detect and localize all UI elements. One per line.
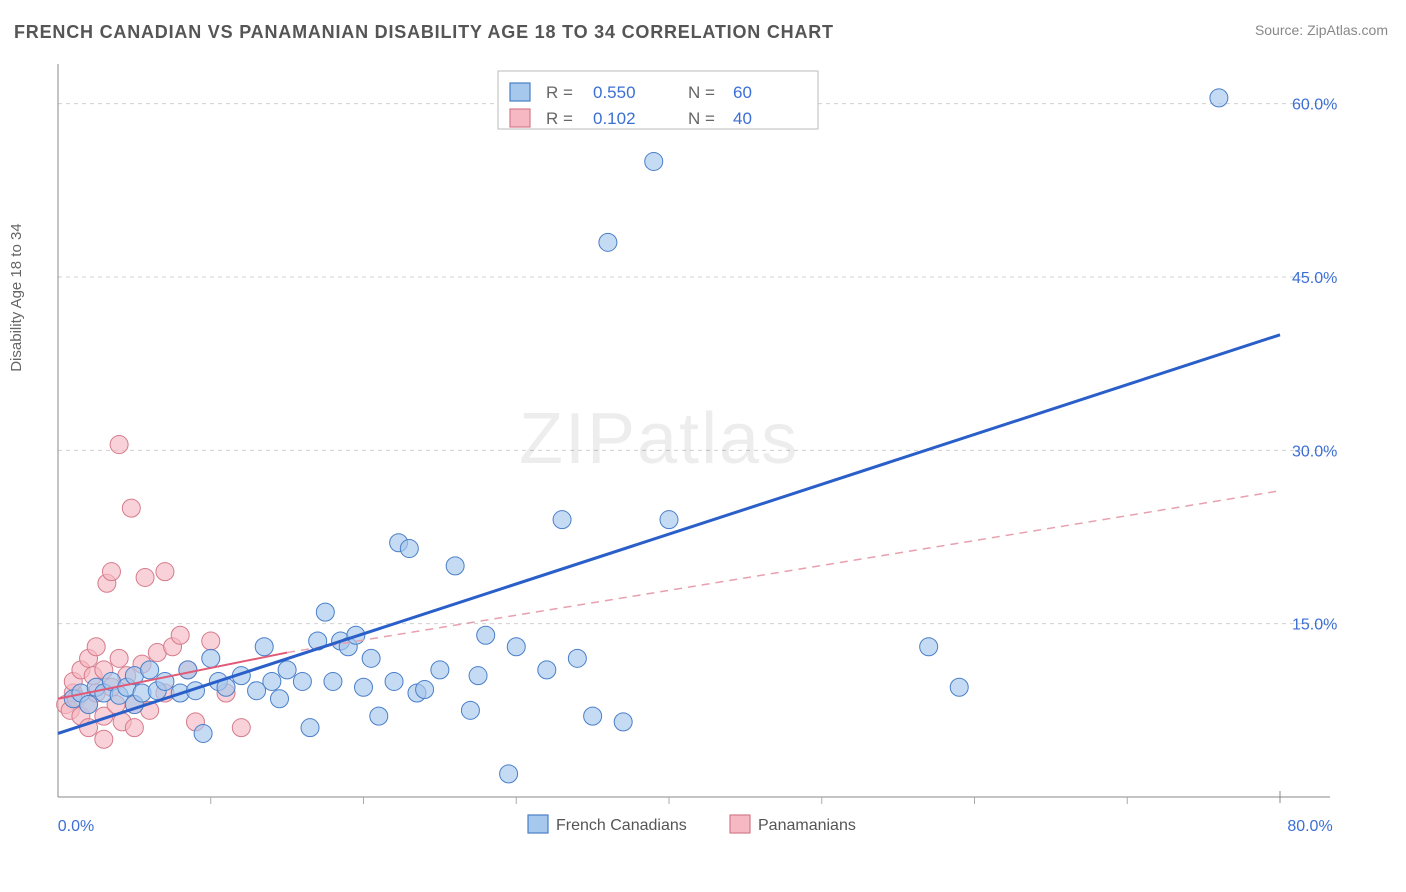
- data-point-pink: [202, 632, 220, 650]
- data-point-pink: [232, 719, 250, 737]
- legend-series: French Canadians Panamanians: [528, 815, 856, 834]
- legend-swatch: [730, 815, 750, 833]
- data-point-blue: [538, 661, 556, 679]
- y-tick-label: 60.0%: [1292, 97, 1337, 114]
- data-point-blue: [446, 557, 464, 575]
- data-point-blue: [507, 638, 525, 656]
- data-point-blue: [553, 511, 571, 529]
- legend-n-value: 40: [733, 109, 752, 128]
- data-point-pink: [156, 563, 174, 581]
- data-point-blue: [1210, 89, 1228, 107]
- data-point-pink: [95, 730, 113, 748]
- data-point-blue: [416, 681, 434, 699]
- legend-r-value: 0.102: [593, 109, 636, 128]
- data-point-blue: [469, 667, 487, 685]
- y-tick-label: 30.0%: [1292, 443, 1337, 460]
- legend-n-value: 60: [733, 83, 752, 102]
- legend-r-value: 0.550: [593, 83, 636, 102]
- data-point-blue: [362, 649, 380, 667]
- data-point-blue: [293, 672, 311, 690]
- data-point-pink: [110, 436, 128, 454]
- data-point-blue: [355, 678, 373, 696]
- y-tick-label: 15.0%: [1292, 617, 1337, 634]
- data-point-blue: [920, 638, 938, 656]
- trend-line-blue: [58, 335, 1280, 734]
- data-point-blue: [324, 672, 342, 690]
- legend-r-label: R =: [546, 109, 573, 128]
- data-point-blue: [568, 649, 586, 667]
- data-point-blue: [202, 649, 220, 667]
- legend-swatch: [510, 109, 530, 127]
- legend-series-label: French Canadians: [556, 817, 687, 834]
- data-point-blue: [950, 678, 968, 696]
- data-point-blue: [477, 626, 495, 644]
- data-point-blue: [270, 690, 288, 708]
- data-point-pink: [125, 719, 143, 737]
- data-point-blue: [179, 661, 197, 679]
- data-point-pink: [102, 563, 120, 581]
- legend-n-label: N =: [688, 83, 715, 102]
- data-point-blue: [614, 713, 632, 731]
- data-point-blue: [400, 540, 418, 558]
- data-point-blue: [80, 696, 98, 714]
- plot-area: 15.0%30.0%45.0%60.0%ZIPatlas0.0%80.0%R =…: [48, 55, 1338, 815]
- legend-series-label: Panamanians: [758, 817, 856, 834]
- x-tick-label-max: 80.0%: [1287, 818, 1332, 835]
- chart-container: FRENCH CANADIAN VS PANAMANIAN DISABILITY…: [0, 0, 1406, 892]
- data-point-blue: [316, 603, 334, 621]
- data-point-blue: [431, 661, 449, 679]
- legend-swatch: [510, 83, 530, 101]
- data-point-blue: [194, 724, 212, 742]
- data-point-pink: [171, 626, 189, 644]
- data-point-blue: [461, 701, 479, 719]
- data-point-pink: [122, 499, 140, 517]
- chart-title: FRENCH CANADIAN VS PANAMANIAN DISABILITY…: [14, 22, 834, 43]
- data-point-blue: [385, 672, 403, 690]
- y-tick-label: 45.0%: [1292, 270, 1337, 287]
- data-point-pink: [87, 638, 105, 656]
- data-point-blue: [370, 707, 388, 725]
- legend-r-label: R =: [546, 83, 573, 102]
- legend-correlation: R = 0.550 N = 60 R = 0.102 N = 40: [498, 71, 818, 129]
- source-label: Source: ZipAtlas.com: [1255, 22, 1388, 38]
- data-point-blue: [141, 661, 159, 679]
- x-tick-label-min: 0.0%: [58, 818, 94, 835]
- watermark: ZIPatlas: [519, 399, 799, 479]
- chart-svg: 15.0% 30.0% 45.0% 60.0% ZIPatlas 0.0% 80.0% R =…: [48, 55, 1338, 865]
- data-point-blue: [255, 638, 273, 656]
- data-point-blue: [278, 661, 296, 679]
- data-point-blue: [263, 672, 281, 690]
- data-point-blue: [301, 719, 319, 737]
- legend-swatch: [528, 815, 548, 833]
- data-point-pink: [136, 568, 154, 586]
- data-point-blue: [660, 511, 678, 529]
- data-point-blue: [599, 233, 617, 251]
- trend-line-pink-extrapolated: [287, 491, 1280, 653]
- y-axis-label: Disability Age 18 to 34: [8, 223, 25, 371]
- data-point-blue: [645, 152, 663, 170]
- data-point-blue: [500, 765, 518, 783]
- data-point-pink: [110, 649, 128, 667]
- legend-n-label: N =: [688, 109, 715, 128]
- data-point-blue: [584, 707, 602, 725]
